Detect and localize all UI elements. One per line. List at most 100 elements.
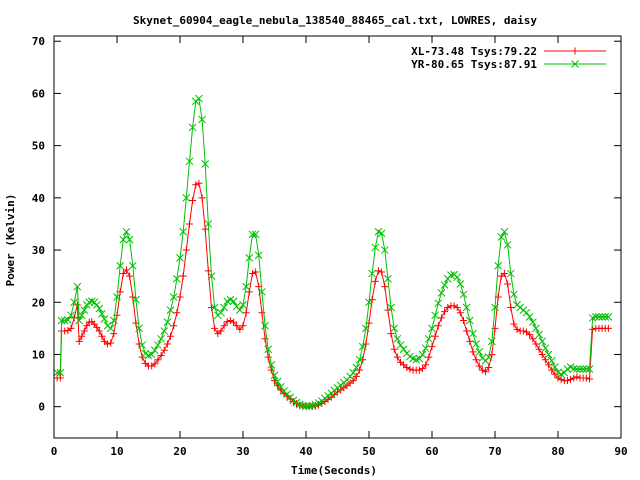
data-point [387, 303, 395, 312]
data-point [226, 317, 234, 325]
data-point [211, 324, 219, 332]
data-point [179, 272, 187, 280]
data-point [160, 327, 169, 335]
data-point [456, 309, 464, 317]
data-point [368, 269, 377, 278]
data-point [371, 277, 379, 285]
data-point [122, 227, 131, 236]
data-point [70, 298, 79, 307]
data-point [242, 309, 250, 317]
x-tick-label: 0 [51, 445, 58, 458]
data-point [570, 374, 578, 382]
data-point [57, 316, 66, 325]
data-point [434, 299, 443, 308]
x-tick-label: 60 [425, 445, 438, 458]
data-point [267, 361, 276, 369]
data-point [482, 368, 490, 376]
y-tick-label: 30 [32, 244, 45, 257]
data-point [239, 322, 247, 330]
data-point [406, 365, 414, 373]
data-point [53, 368, 62, 377]
y-axis-label: Power (Kelvin) [4, 194, 17, 287]
data-point [589, 325, 597, 333]
data-point [519, 327, 527, 335]
data-point [371, 243, 380, 252]
data-point [459, 290, 468, 299]
y-tick-label: 40 [32, 192, 45, 205]
data-point [507, 303, 515, 311]
series-layer [53, 94, 613, 411]
data-point [349, 368, 358, 377]
data-point [229, 297, 238, 306]
data-point [529, 335, 537, 343]
data-point [176, 254, 184, 262]
data-point [403, 364, 411, 372]
data-point [252, 268, 260, 276]
data-point [428, 343, 436, 351]
chart-title: Skynet_60904_eagle_nebula_138540_88465_c… [133, 14, 537, 27]
data-point [361, 324, 370, 333]
legend-label: XL-73.48 Tsys:79.22 [411, 45, 537, 58]
data-point [93, 323, 101, 331]
data-point [422, 361, 430, 369]
data-point [419, 365, 427, 373]
data-point [201, 160, 210, 168]
data-point [557, 376, 565, 384]
x-tick-label: 80 [551, 445, 564, 458]
data-point [220, 322, 228, 330]
data-point [208, 303, 215, 311]
data-point [116, 261, 125, 270]
data-point [450, 302, 458, 310]
data-point [157, 334, 165, 343]
data-point [444, 303, 452, 311]
data-point [125, 235, 134, 244]
data-point [550, 363, 559, 371]
data-point [421, 344, 430, 353]
data-point [166, 306, 175, 314]
data-point [453, 273, 462, 282]
y-tick-label: 10 [32, 348, 45, 361]
data-point [179, 227, 188, 236]
data-point [586, 375, 593, 383]
data-point [151, 360, 159, 368]
data-point [393, 334, 402, 343]
data-point [538, 337, 547, 346]
data-point [506, 269, 515, 278]
x-tick-label: 30 [236, 445, 249, 458]
data-point [119, 270, 127, 278]
data-point [390, 345, 398, 353]
data-point [532, 340, 540, 348]
legend-marker [571, 60, 579, 68]
data-point [576, 365, 584, 373]
x-axis-label: Time(Seconds) [291, 464, 377, 477]
data-point [220, 303, 228, 312]
data-point [424, 334, 433, 343]
data-point [233, 322, 241, 330]
data-point [195, 179, 203, 187]
data-point [182, 246, 190, 254]
data-point [113, 293, 121, 301]
data-point [567, 376, 575, 384]
data-point [160, 346, 168, 354]
data-point [604, 313, 613, 321]
data-point [192, 181, 200, 189]
data-point [170, 322, 178, 330]
data-point [223, 318, 231, 326]
data-point [251, 230, 260, 239]
data-point [75, 316, 84, 325]
data-point [270, 371, 279, 380]
data-point [380, 246, 389, 254]
data-point [563, 377, 571, 385]
data-point [217, 327, 225, 335]
data-point [525, 313, 534, 321]
data-point [484, 353, 493, 361]
data-point [418, 350, 427, 359]
data-point [56, 368, 65, 377]
data-point [198, 115, 206, 124]
data-point [522, 308, 531, 317]
x-tick-label: 40 [299, 445, 312, 458]
y-tick-label: 70 [32, 35, 45, 48]
data-point [264, 345, 273, 354]
data-point [77, 311, 86, 320]
